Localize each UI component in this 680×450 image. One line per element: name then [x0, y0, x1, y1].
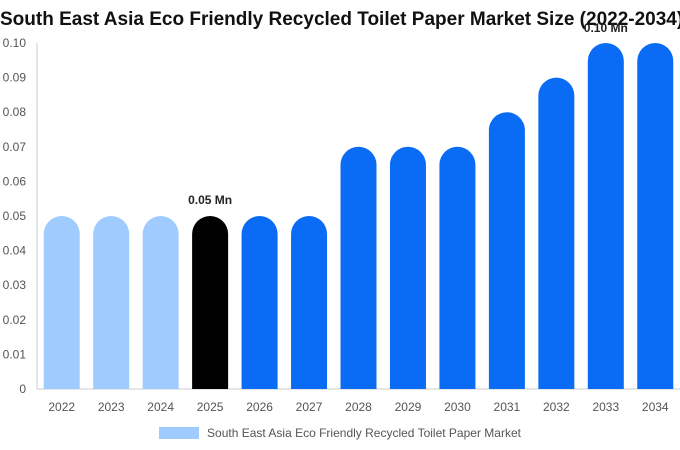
x-tick-label: 2034 — [642, 400, 669, 414]
y-tick-label: 0.01 — [3, 347, 27, 361]
legend-label: South East Asia Eco Friendly Recycled To… — [207, 426, 521, 440]
y-tick-label: 0.09 — [3, 71, 27, 85]
bar-2030 — [439, 146, 476, 389]
data-label-2033: 0.10 Mn — [584, 21, 628, 35]
legend-swatch — [159, 427, 200, 439]
legend: South East Asia Eco Friendly Recycled To… — [0, 426, 680, 440]
bar-2022 — [43, 216, 80, 389]
bar-2024 — [142, 216, 179, 389]
y-tick-label: 0.03 — [3, 278, 27, 292]
bar-2028 — [340, 146, 377, 389]
x-tick-label: 2024 — [147, 400, 174, 414]
x-tick-label: 2029 — [395, 400, 422, 414]
bar-2034 — [637, 43, 674, 389]
y-tick-label: 0.06 — [3, 174, 27, 188]
y-tick-label: 0 — [19, 382, 26, 396]
x-tick-label: 2028 — [345, 400, 372, 414]
bar-2029 — [389, 146, 426, 389]
bar-2031 — [488, 112, 525, 389]
x-tick-label: 2023 — [98, 400, 125, 414]
y-tick-label: 0.07 — [3, 140, 27, 154]
bar-2033 — [587, 43, 624, 389]
bar-2025 — [192, 216, 229, 389]
x-tick-label: 2031 — [494, 400, 521, 414]
x-tick-label: 2030 — [444, 400, 471, 414]
y-tick-label: 0.08 — [3, 105, 27, 119]
y-tick-label: 0.05 — [3, 209, 27, 223]
bar-2023 — [93, 216, 130, 389]
x-tick-label: 2022 — [48, 400, 75, 414]
x-tick-label: 2027 — [296, 400, 323, 414]
chart-title: South East Asia Eco Friendly Recycled To… — [0, 9, 680, 30]
bar-2027 — [291, 216, 328, 389]
x-tick-label: 2033 — [592, 400, 619, 414]
data-label-2025: 0.05 Mn — [188, 193, 232, 207]
x-tick-label: 2026 — [246, 400, 273, 414]
x-tick-label: 2025 — [197, 400, 224, 414]
x-tick-label: 2032 — [543, 400, 570, 414]
y-tick-label: 0.02 — [3, 313, 27, 327]
y-tick-label: 0.04 — [3, 244, 27, 258]
y-tick-label: 0.10 — [3, 36, 27, 50]
bar-2026 — [241, 216, 278, 389]
bar-2032 — [538, 77, 575, 389]
